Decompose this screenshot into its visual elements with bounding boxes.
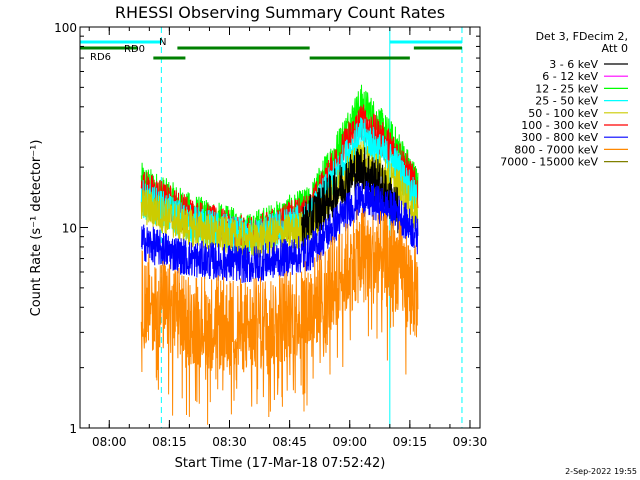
chart-title: RHESSI Observing Summary Count Rates [115,3,445,22]
y-axis-label: Count Rate (s⁻¹ detector⁻¹) [29,140,44,317]
x-tick-label: 09:00 [332,435,367,449]
flag-label-rd0: RD0 [124,44,145,55]
footer-timestamp: 2-Sep-2022 19:55 [565,467,637,476]
y-tick-label: 10 [62,222,77,236]
flag-bars: N RD0 RD6 [80,37,462,63]
flag-label-rd6: RD6 [90,52,111,63]
x-tick-label: 08:00 [92,435,127,449]
x-tick-label: 08:15 [152,435,187,449]
legend-label-2: 6 - 12 keV [542,70,598,83]
legend-label-1: 3 - 6 keV [549,58,598,71]
legend-header-line-2: Att 0 [602,42,628,55]
x-axis-label: Start Time (17-Mar-18 07:52:42) [175,456,386,471]
legend-label-3: 12 - 25 keV [535,82,598,95]
legend-label-8: 800 - 7000 keV [514,143,598,156]
y-tick-label: 100 [54,21,77,35]
legend-label-5: 50 - 100 keV [528,107,598,120]
series-line-800-7000kev [140,207,419,425]
legend-label-7: 300 - 800 keV [521,131,598,144]
legend-label-4: 25 - 50 keV [535,95,598,108]
x-tick-label: 08:30 [212,435,247,449]
series-group [140,84,419,425]
series-line-300-800kev [140,180,419,284]
legend-header-line-1: Det 3, FDecim 2, [536,30,628,43]
x-tick-label: 09:30 [453,435,488,449]
legend-label-6: 100 - 300 keV [521,119,598,132]
y-tick-label: 1 [69,422,77,436]
axes: 08:00 08:15 08:30 08:45 09:00 09:15 09:30 1 10 10… [54,21,487,449]
x-tick-label: 08:45 [272,435,307,449]
legend-label-9: 7000 - 15000 keV [500,156,598,169]
x-tick-label: 09:15 [393,435,428,449]
flag-label-n: N [159,37,166,48]
